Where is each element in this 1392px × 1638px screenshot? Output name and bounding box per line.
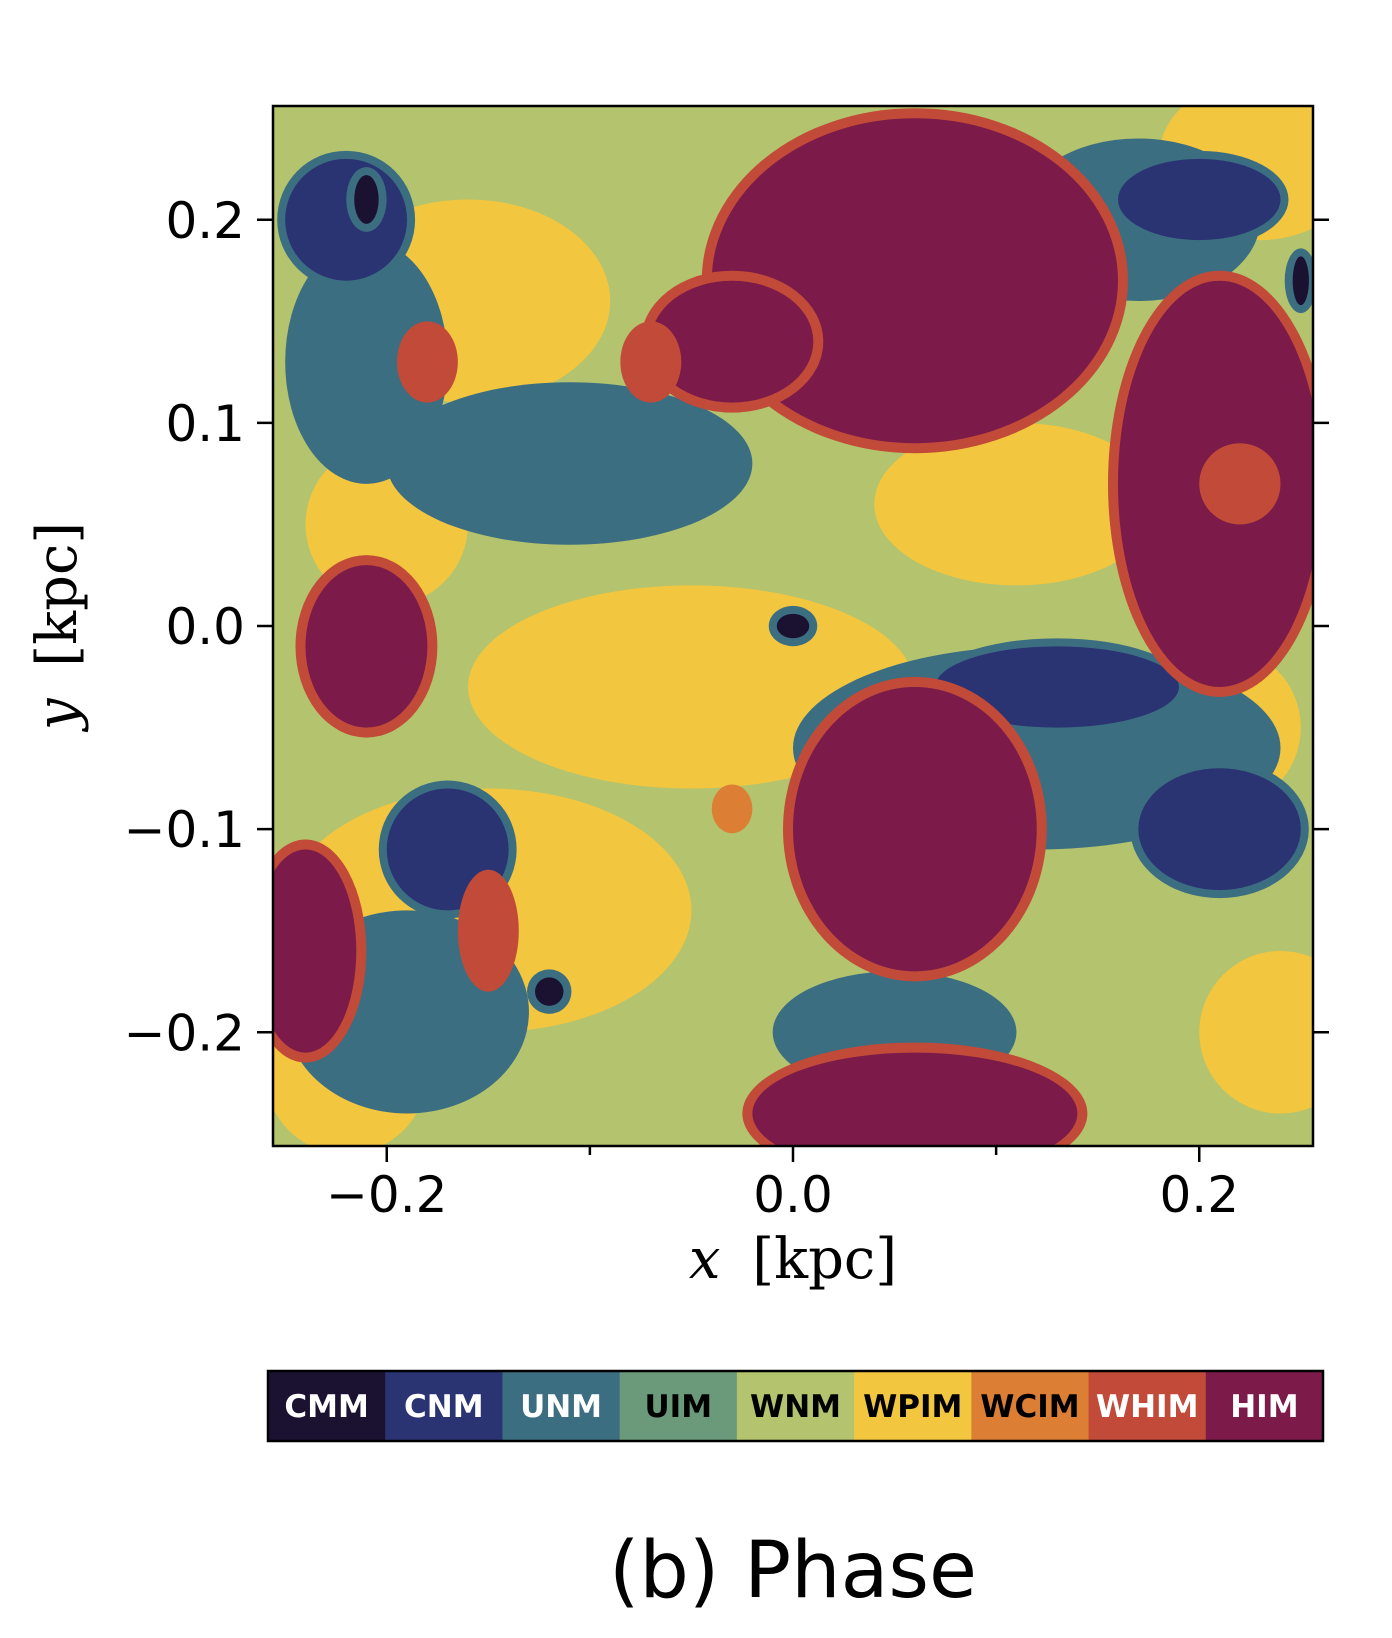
map-region-wcim — [711, 784, 753, 834]
map-region-whim — [396, 321, 458, 403]
map-region-cnm — [935, 646, 1179, 728]
y-tick-label: 0.0 — [165, 598, 245, 656]
colorbar-swatch-him — [1205, 1371, 1324, 1441]
y-axis-unit: [kpc] — [25, 522, 90, 667]
colorbar-label-him: HIM — [1230, 1389, 1298, 1425]
colorbar-swatch-uim — [619, 1371, 738, 1441]
map-region-him — [650, 280, 814, 403]
map-region-cmm — [535, 977, 564, 1006]
colorbar-label-whim: WHIM — [1096, 1389, 1199, 1425]
colorbar-swatch-whim — [1088, 1371, 1207, 1441]
map-region-him — [793, 686, 1037, 972]
colorbar-label-wcim: WCIM — [980, 1389, 1079, 1425]
map-region-cmm — [776, 613, 810, 639]
x-axis-var: x — [689, 1227, 721, 1292]
x-tick-label: −0.2 — [326, 1166, 447, 1224]
x-axis-unit: [kpc] — [752, 1227, 897, 1292]
y-axis-var: y — [25, 697, 90, 733]
map-region-cmm — [354, 175, 379, 224]
map-region-whim — [457, 869, 519, 992]
colorbar-swatch-unm — [502, 1371, 621, 1441]
map-region-cnm — [285, 158, 408, 281]
map-region-wpim — [1199, 951, 1313, 1114]
colorbar-label-cmm: CMM — [284, 1389, 368, 1425]
colorbar-swatch-wnm — [736, 1371, 855, 1441]
colorbar-frame — [266, 1369, 1325, 1443]
colorbar-swatch-cnm — [385, 1371, 503, 1441]
x-axis-label: x [kpc] — [689, 1227, 897, 1292]
map-region-cnm — [1138, 768, 1301, 891]
colorbar-swatch-cmm — [268, 1371, 386, 1441]
colorbar-label-unm: UNM — [520, 1389, 602, 1425]
colorbar-label-cnm: CNM — [404, 1389, 484, 1425]
map-region-whim — [620, 321, 682, 403]
axis-ticks: −0.2 0.0 0.2 0.2 0.1 0.0 −0.1 −0.2 — [124, 192, 1329, 1224]
x-tick-label: 0.0 — [753, 1166, 833, 1224]
map-region-him — [752, 1052, 1078, 1146]
colorbar-swatch-wcim — [971, 1371, 1090, 1441]
y-tick-label: −0.1 — [124, 801, 245, 859]
map-region-unm — [386, 382, 753, 545]
map-region-wpim — [874, 422, 1159, 586]
x-tick-label: 0.2 — [1159, 1166, 1239, 1224]
map-region-whim — [1199, 443, 1281, 525]
map-region-unm — [285, 240, 448, 484]
phase-map-field — [273, 106, 1313, 1146]
map-region-him — [305, 565, 428, 728]
colorbar-label-uim: UIM — [644, 1389, 712, 1425]
y-axis-label: y [kpc] — [25, 522, 90, 733]
y-tick-label: 0.1 — [165, 395, 245, 453]
colorbar-swatch-wpim — [854, 1371, 972, 1441]
figure-caption: (b) Phase — [609, 1526, 977, 1616]
map-region-cnm — [1118, 158, 1281, 241]
y-tick-label: 0.2 — [165, 192, 245, 250]
colorbar-label-wnm: WNM — [750, 1389, 841, 1425]
phase-colorbar: CMM CNM UNM UIM WNM WPIM WCIM WHIM HIM — [268, 1371, 1324, 1441]
y-tick-label: −0.2 — [124, 1004, 245, 1062]
map-region-him — [273, 849, 357, 1053]
map-region-cmm — [1292, 256, 1309, 306]
colorbar-label-wpim: WPIM — [863, 1389, 962, 1425]
